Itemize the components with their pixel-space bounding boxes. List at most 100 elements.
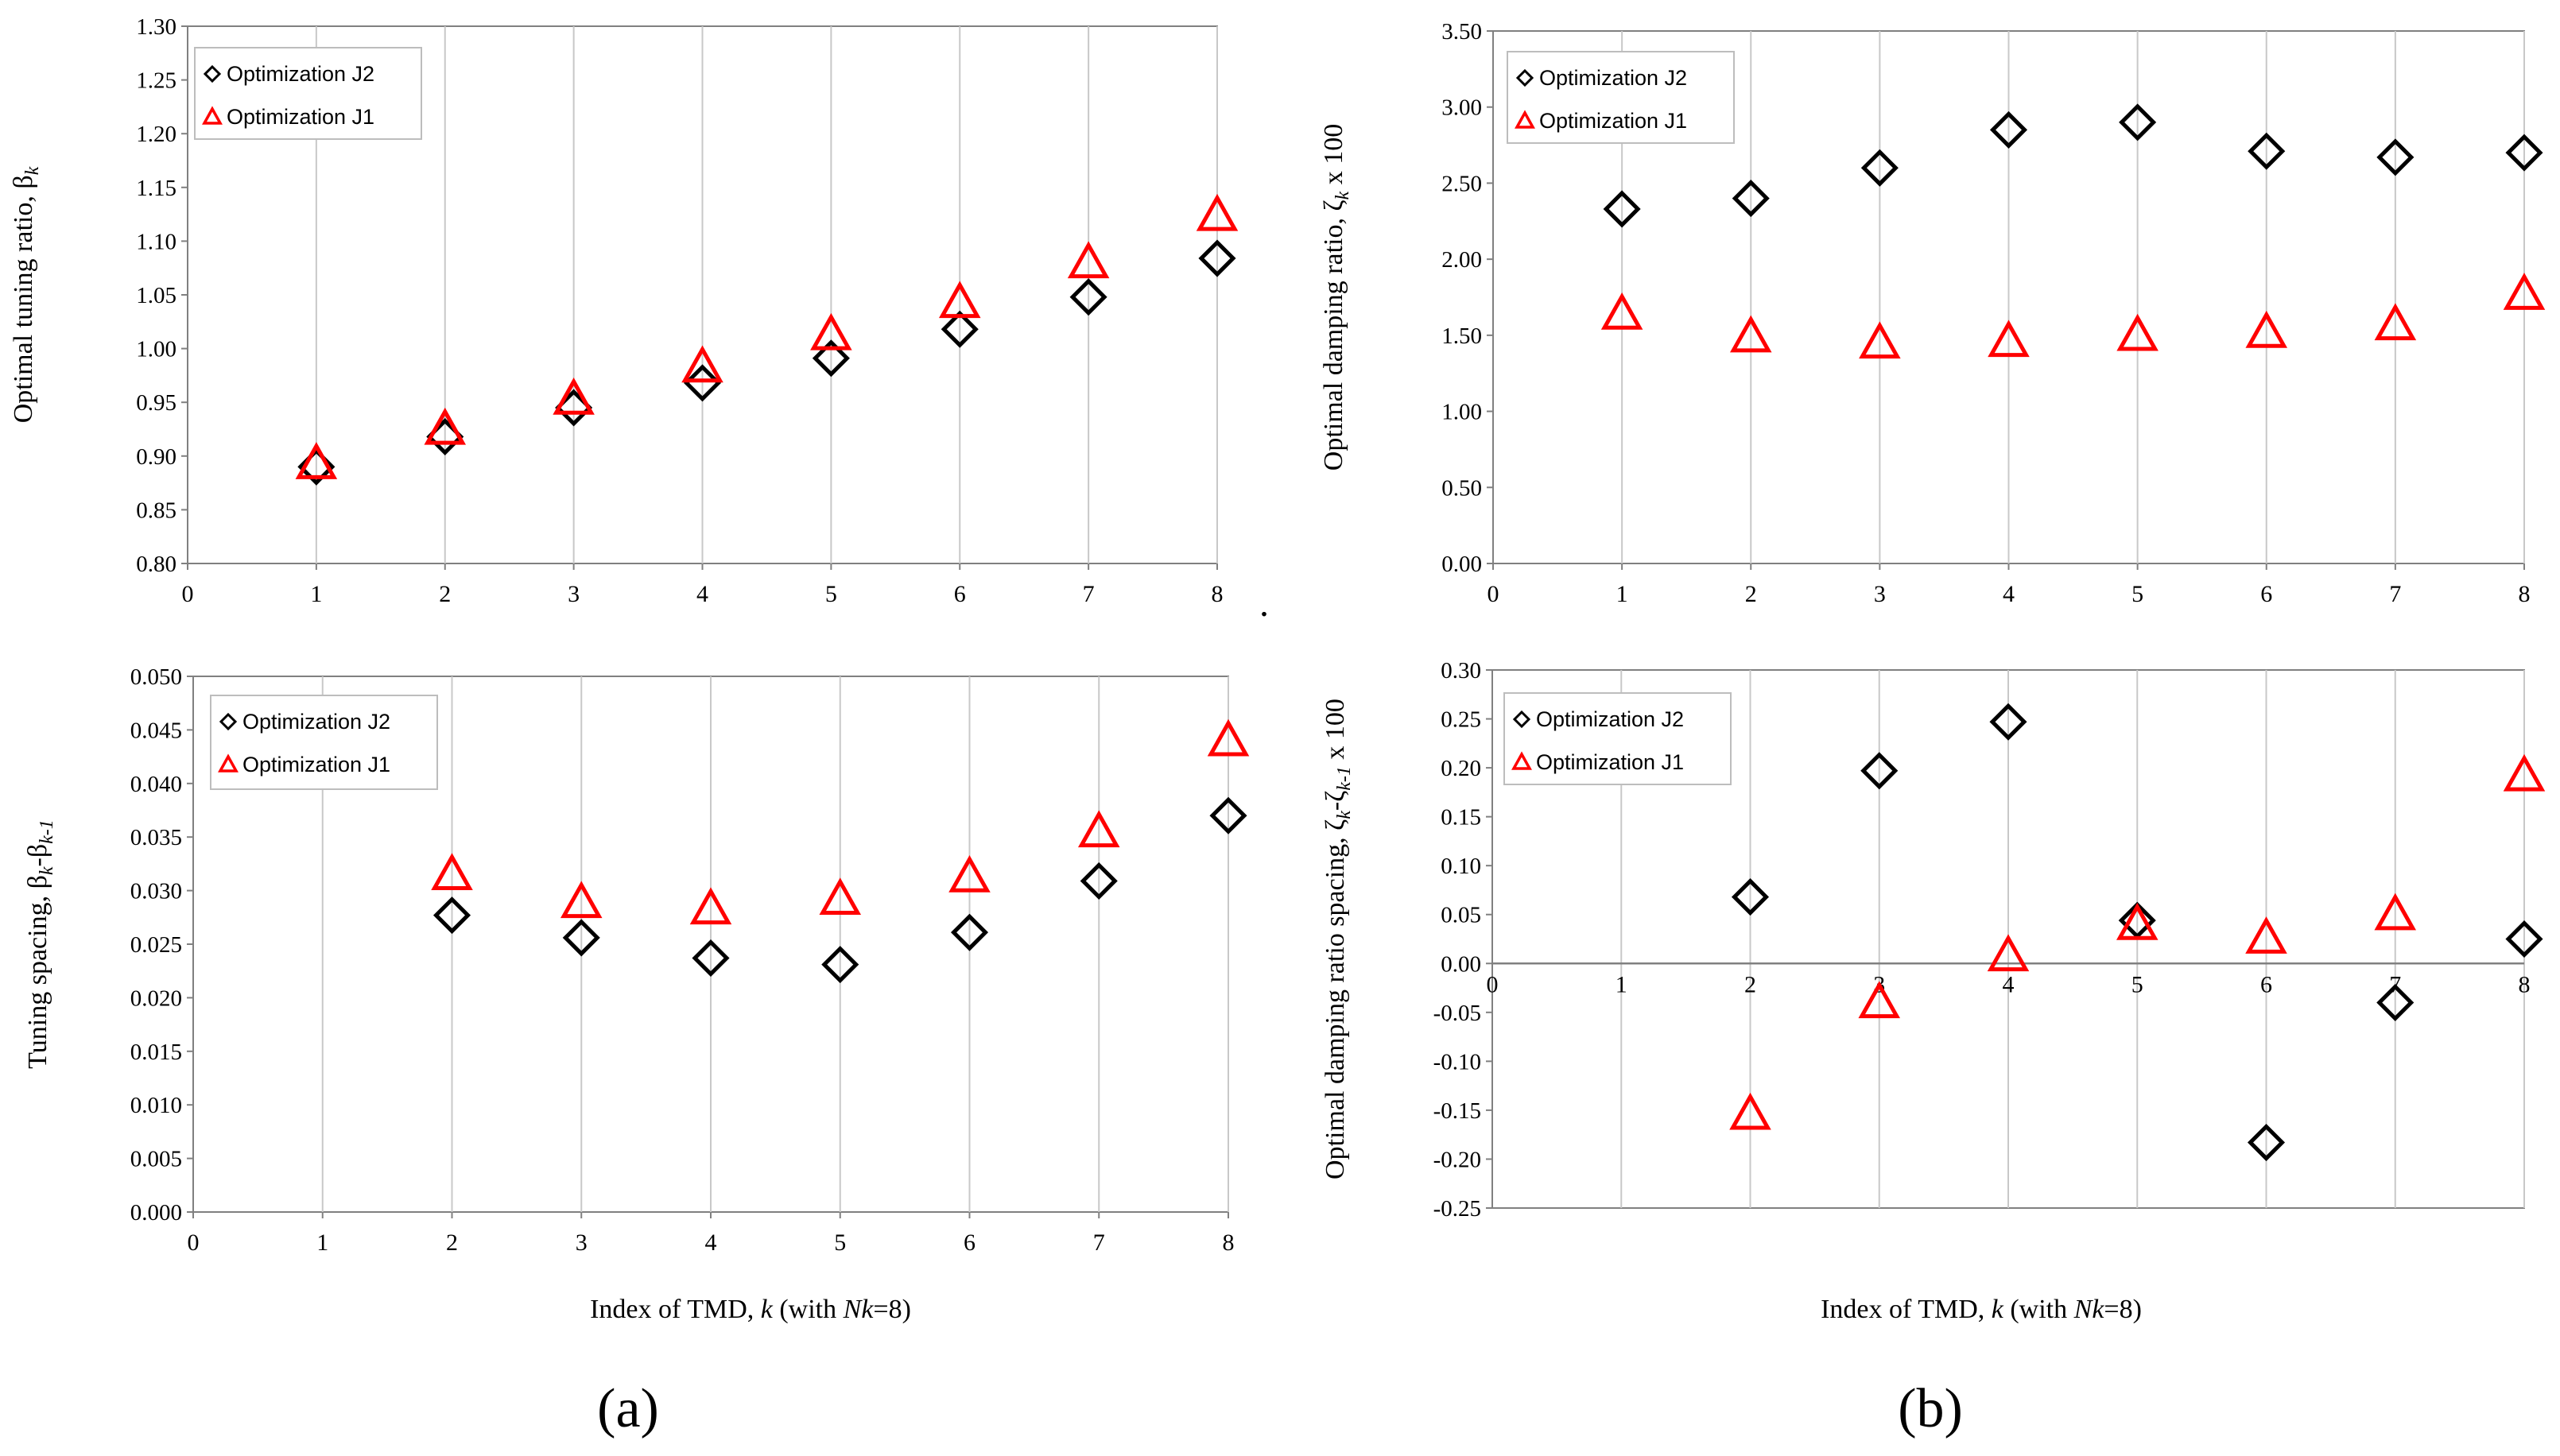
y-tick-label: 0.25 xyxy=(1441,707,1481,733)
y-tick-label: 0.90 xyxy=(136,444,176,470)
x-tick-label: 8 xyxy=(2519,971,2531,997)
j2-diamond-point xyxy=(821,946,859,984)
j2-diamond-point xyxy=(1209,796,1247,834)
legend-triangle-icon xyxy=(218,753,239,773)
chart-optimal-tuning-ratio: 0.80 0.85 0.90 0.95 1.00 1.05 1.10 1.15 1.20 1.25… xyxy=(9,14,1239,607)
j2-diamond-point xyxy=(812,339,850,378)
x-tick-label: 6 xyxy=(954,581,966,607)
x-tick-label: 7 xyxy=(2389,581,2401,607)
j2-diamond-point xyxy=(1069,278,1107,316)
y-tick-label: -0.05 xyxy=(1433,1001,1481,1026)
j1-triangle-point xyxy=(295,442,338,479)
legend-label: Optimization J1 xyxy=(1536,750,1684,774)
y-tick-label: -0.15 xyxy=(1433,1098,1481,1124)
y-tick-label: 0.010 xyxy=(130,1093,182,1118)
j2-diamond-point xyxy=(683,364,722,402)
y-tick-label: 1.00 xyxy=(1441,400,1482,425)
x-tick-label: 6 xyxy=(2260,581,2272,607)
y-tick-label: 0.00 xyxy=(1441,951,1481,977)
y-tick-label: 0.045 xyxy=(130,718,182,743)
y-tick-label: -0.25 xyxy=(1433,1196,1481,1222)
panel-label-b: (b) xyxy=(1898,1378,1963,1439)
series-j2 xyxy=(1603,103,2543,228)
j2-diamond-point xyxy=(1603,190,1641,228)
y-tick-label: 0.15 xyxy=(1441,805,1481,831)
j1-triangle-point xyxy=(1600,292,1643,330)
j2-diamond-point xyxy=(2505,920,2543,958)
y-tick-label: 0.050 xyxy=(130,664,182,690)
y-tick-label: 1.20 xyxy=(136,122,176,147)
y-tick-label: 0.040 xyxy=(130,772,182,797)
legend: Optimization J2 Optimization J1 xyxy=(1503,692,1732,785)
j2-diamond-point xyxy=(1989,110,2028,149)
legend-label: Optimization J1 xyxy=(227,105,374,129)
j1-triangle-point xyxy=(689,887,732,925)
series-j2 xyxy=(1731,703,2543,1162)
j1-triangle-point xyxy=(1858,981,1901,1019)
y-tick-label: 0.85 xyxy=(136,498,176,523)
y-tick-label: 0.000 xyxy=(130,1200,182,1226)
series-j1 xyxy=(295,193,1239,479)
j1-triangle-point xyxy=(560,881,603,919)
x-tick-label: 5 xyxy=(2131,971,2143,997)
x-tick-label: 4 xyxy=(705,1229,717,1256)
y-tick-label: 1.05 xyxy=(136,283,176,308)
x-tick-label: 1 xyxy=(1616,971,1627,997)
j1-triangle-point xyxy=(948,854,991,893)
x-tick-label: 5 xyxy=(825,581,837,607)
y-tick-label: 0.30 xyxy=(1441,658,1481,683)
j2-diamond-point xyxy=(1731,878,1770,916)
legend-label: Optimization J2 xyxy=(1539,66,1687,90)
legend: Optimization J2 Optimization J1 xyxy=(210,695,438,790)
x-tick-label: 5 xyxy=(834,1229,846,1256)
j1-triangle-point xyxy=(2374,893,2417,931)
j1-triangle-point xyxy=(2116,313,2159,351)
j1-triangle-point xyxy=(2503,753,2546,792)
j1-triangle-point xyxy=(1196,193,1239,231)
y-tick-label: -0.10 xyxy=(1433,1049,1481,1075)
j2-diamond-point xyxy=(1080,862,1118,900)
j1-triangle-point xyxy=(2245,916,2287,954)
j1-triangle-point xyxy=(431,853,473,891)
j1-triangle-point xyxy=(2116,902,2159,940)
j1-triangle-point xyxy=(2245,310,2288,348)
x-tick-label: 6 xyxy=(2260,971,2272,997)
y-tick-label: 1.50 xyxy=(1441,323,1482,349)
legend-diamond-icon xyxy=(203,64,222,83)
panel-label-a: (a) xyxy=(597,1378,659,1439)
j2-diamond-point xyxy=(692,939,730,978)
x-tick-label: 2 xyxy=(1745,581,1757,607)
legend-label: Optimization J2 xyxy=(1536,707,1684,731)
x-tick-label: 3 xyxy=(576,1229,588,1256)
y-tick-label: 0.005 xyxy=(130,1147,182,1172)
x-tick-label: 0 xyxy=(1488,581,1499,607)
y-tick-label: -0.20 xyxy=(1433,1147,1481,1172)
chart-damping-ratio-spacing: -0.25 -0.20 -0.15 -0.10 -0.05 0.00 0.05 0.10 0.1… xyxy=(1321,658,2546,1222)
legend-label: Optimization J2 xyxy=(227,62,374,86)
legend-box xyxy=(1503,692,1732,785)
x-tick-label: 0 xyxy=(1487,971,1499,997)
y-tick-label: 0.05 xyxy=(1441,903,1481,928)
y-tick-label: 0.035 xyxy=(130,825,182,850)
legend-label: Optimization J1 xyxy=(1539,109,1687,133)
x-tick-label: 6 xyxy=(964,1229,976,1256)
j2-diamond-point xyxy=(1989,703,2027,741)
j1-triangle-point xyxy=(1729,1092,1771,1130)
chart-tuning-spacing: 0.000 0.005 0.010 0.015 0.020 0.025 0.030 0.035… xyxy=(23,664,1250,1256)
x-tick-label: 1 xyxy=(316,1229,328,1256)
j2-diamond-point xyxy=(950,913,989,951)
j2-diamond-point xyxy=(432,896,471,935)
j1-triangle-point xyxy=(1859,321,1901,359)
legend-box xyxy=(210,695,438,790)
y-tick-label: 0.10 xyxy=(1441,854,1481,879)
j1-triangle-point xyxy=(424,407,467,445)
x-tick-label: 7 xyxy=(1093,1229,1105,1256)
x-tick-label: 4 xyxy=(2003,581,2015,607)
y-tick-label: 3.00 xyxy=(1441,95,1482,121)
j1-triangle-point xyxy=(1988,319,2030,358)
legend-triangle-icon xyxy=(202,106,223,125)
y-tick-label: 0.030 xyxy=(130,879,182,904)
series-j1 xyxy=(431,718,1250,925)
legend-label: Optimization J2 xyxy=(242,710,390,734)
y-tick-label: 0.020 xyxy=(130,986,182,1011)
